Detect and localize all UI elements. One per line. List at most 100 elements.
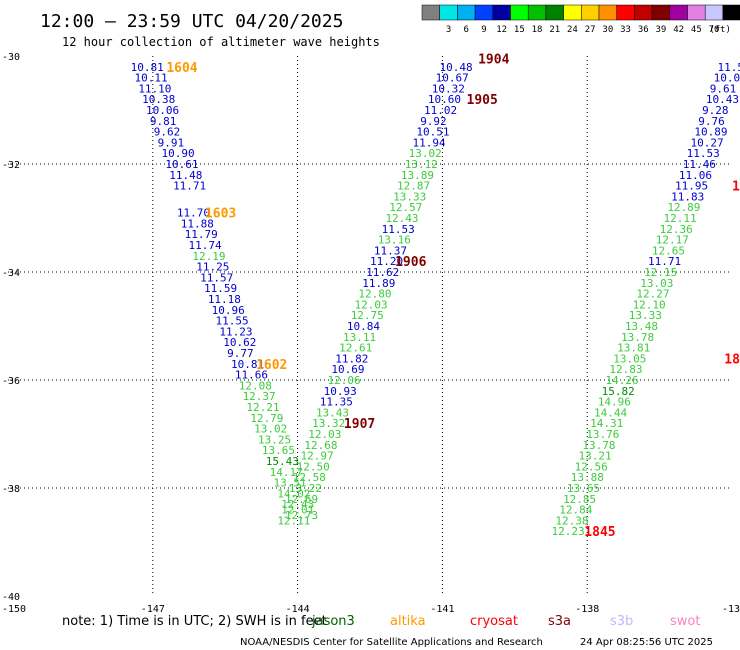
wave-height-value: 12.43 [385,212,418,225]
legend-bin-label: 3 [446,25,451,35]
wave-height-value: 11.74 [189,239,222,252]
wave-height-value: 10.61 [165,158,198,171]
legend-swatch [527,4,547,21]
wave-height-value: 12.06 [328,374,361,387]
wave-height-value: 13.02 [409,147,442,160]
wave-height-value: 10.06 [146,104,179,117]
pass-time-label: 1604 [166,61,197,76]
pass-time-label: 1603 [205,207,236,222]
wave-height-value: 10.84 [347,320,380,333]
satellite-label: swot [670,614,700,629]
footer-timestamp: 24 Apr 08:25:56 UTC 2025 [580,637,713,648]
legend-unit: (ft) [709,25,731,35]
wave-height-value: 10.48 [440,61,473,74]
wave-height-value: 11.82 [335,352,368,365]
wave-height-value: 12.57 [389,201,422,214]
wave-height-value: 13.22 [289,482,322,495]
legend-bin-label: 18 [532,25,543,35]
legend-swatch [704,4,724,21]
wave-height-value: 11.53 [382,223,415,236]
wave-height-value: 11.35 [320,396,353,409]
legend-swatch [563,4,582,21]
wave-height-value: 13.89 [401,169,434,182]
legend-bin-label: 27 [585,25,596,35]
pass-time-label: 1907 [344,417,375,432]
pass-time-label: 1904 [478,53,509,68]
wave-height-value: 13.43 [316,406,349,419]
legend-bin-label: 39 [656,25,667,35]
wave-height-value: 14.17 [270,466,303,479]
x-tick-label: -147 [141,604,165,615]
wave-height-value: 12.08 [239,379,272,392]
wave-height-value: 12.11 [663,212,696,225]
wave-height-value: 12.43 [281,498,314,511]
wave-height-value: 11.71 [173,180,206,193]
wave-height-value: 12.01 [281,504,314,517]
legend-bin-label: 6 [464,25,469,35]
wave-height-value: 10.51 [416,126,449,139]
pass-time-label: 1905 [467,93,498,108]
wave-height-value: 15.82 [602,385,635,398]
wave-height-value: 12.56 [575,460,608,473]
x-tick-label: -138 [575,604,599,615]
wave-height-value: 10.69 [331,363,364,376]
wave-height-value: 11.94 [412,136,445,149]
legend-swatch [616,4,635,21]
wave-height-value: 10.27 [690,136,723,149]
wave-height-value: 12.03 [355,298,388,311]
wave-height-value: 12.03 [308,428,341,441]
wave-height-value: 13.65 [262,444,295,457]
wave-height-value: 11.37 [374,244,407,257]
wave-height-value: 11.70 [177,207,210,220]
wave-height-value: 12.68 [304,439,337,452]
wave-height-value: 14.02 [277,487,310,500]
wave-height-value: 12.36 [660,223,693,236]
legend-bin-label: 12 [496,25,507,35]
wave-height-value: 10.81 [231,358,264,371]
satellite-legend: jason3 altika cryosat s3a s3b swot [311,614,700,629]
wave-height-value: 10.90 [161,147,194,160]
x-tick-label: -135 [722,604,740,615]
units-note: note: 1) Time is in UTC; 2) SWH is in fe… [62,614,327,629]
legend-swatch [651,4,671,21]
wave-height-value: 10.60 [428,93,461,106]
wave-height-value: 13.02 [254,423,287,436]
wave-height-value: 11.95 [675,180,708,193]
wave-height-value: 11.23 [219,325,252,338]
legend-swatch [421,4,440,21]
wave-height-value: 10.02 [714,72,740,85]
wave-height-value: 10.67 [436,72,469,85]
legend-swatch [598,4,617,21]
wave-height-value: 10.96 [212,304,245,317]
legend-swatch [439,4,458,21]
wave-height-value: 12.84 [559,504,592,517]
wave-height-value: 13.78 [621,331,654,344]
legend-bin-label: 15 [514,25,525,35]
legend-bin-label: 42 [673,25,684,35]
wave-height-value: 14.31 [590,417,623,430]
wave-height-value: 12.61 [339,342,372,355]
axis-ticks: -30 -32 -34 -36 -38 -40-150 -147 -144 -141 -138 -1… [2,52,740,615]
wave-height-value: 12.73 [285,509,318,522]
wave-height-value: 12.85 [563,493,596,506]
wave-height-value: 12.37 [243,390,276,403]
wave-height-value: 12.21 [246,401,279,414]
legend-swatch [687,4,706,21]
pass-time-label: 1 [732,180,740,195]
y-tick-label: -38 [2,484,20,495]
pass-time-label: 1906 [395,255,426,270]
wave-height-value: 10.43 [706,93,739,106]
wave-height-value: 12.38 [555,514,588,527]
color-scale-legend: 3 6 9 12 15 18 21 24 27 30 33 36 39 42 45 70(ft) [421,4,740,35]
wave-height-value: 12.58 [293,471,326,484]
wave-height-value: 9.28 [702,104,729,117]
wave-height-value: 13.11 [343,331,376,344]
wave-height-value: 11.18 [208,293,241,306]
wave-height-value: 11.71 [648,255,681,268]
satellite-label: jason3 [311,614,355,629]
wave-height-value: 13.81 [617,342,650,355]
pass-annotations: 1604 1603 1602 1904 1905 1906 1907 1845 184 1 [166,53,740,541]
wave-height-value: 13.25 [258,433,291,446]
legend-swatch [457,4,476,21]
